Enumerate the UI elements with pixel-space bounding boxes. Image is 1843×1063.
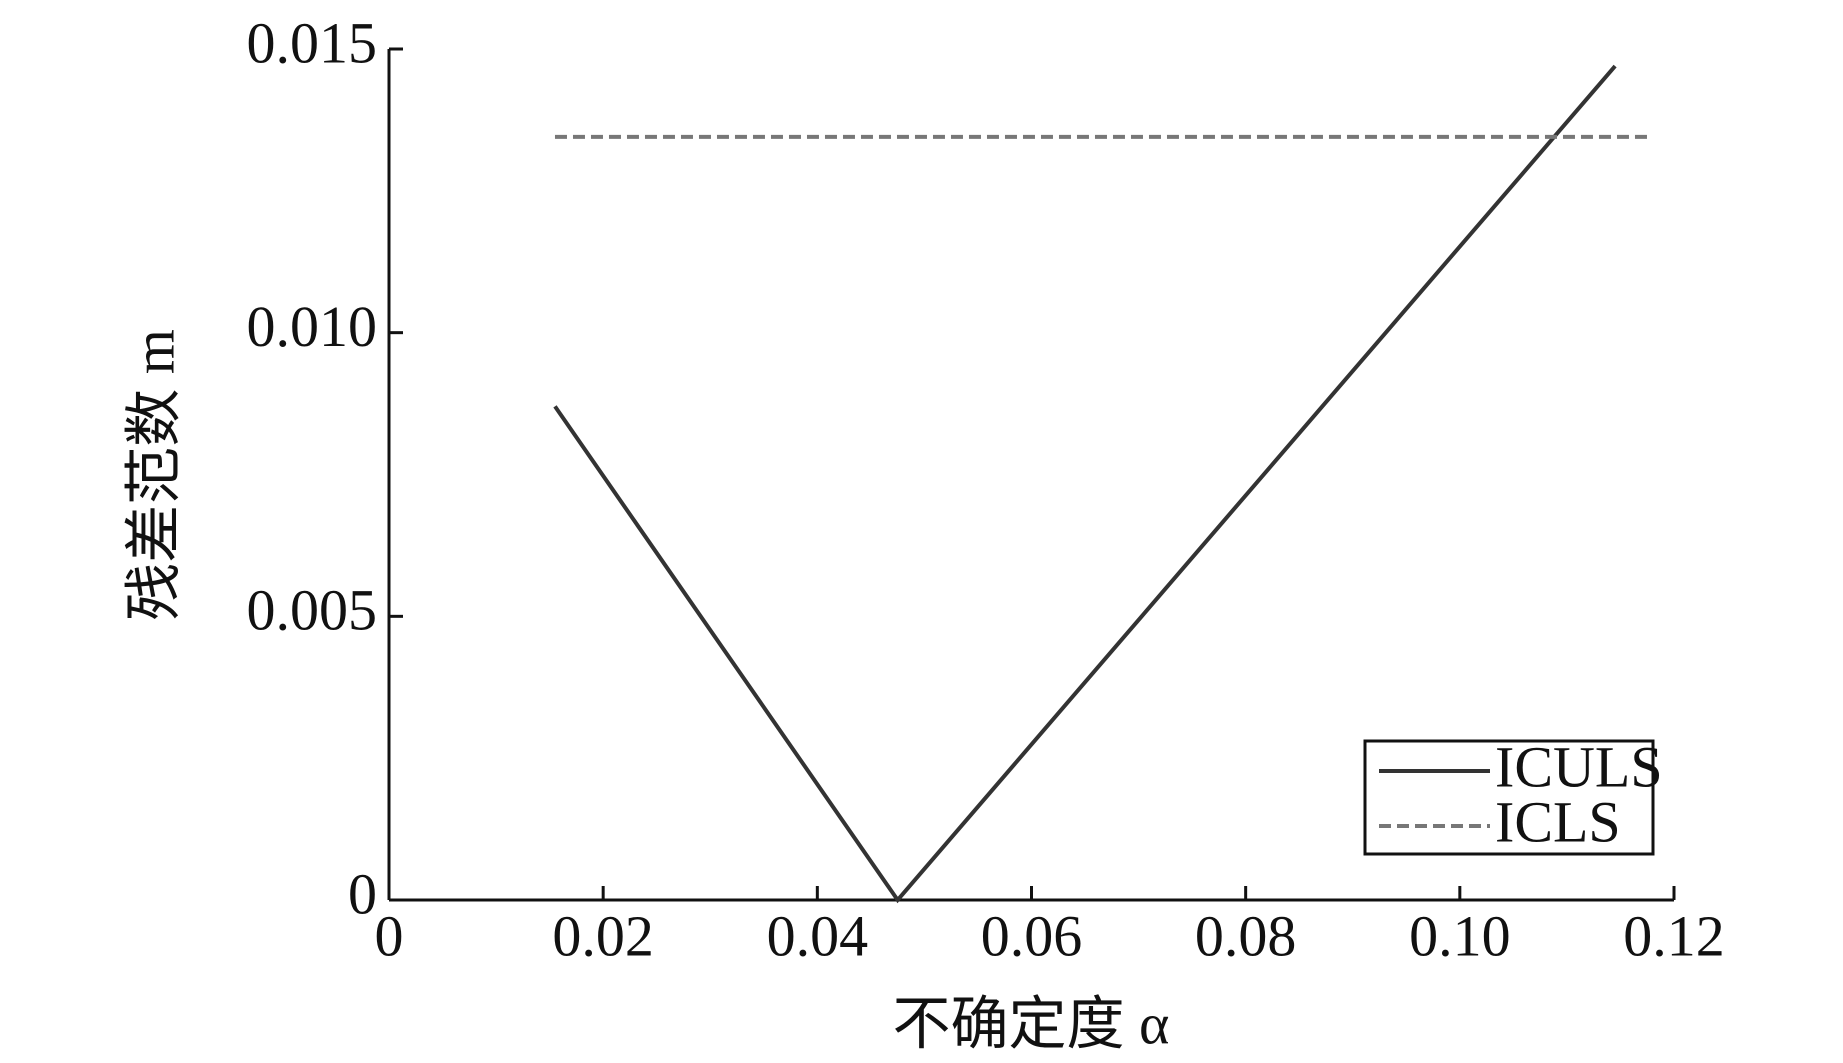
x-tick-label: 0.02 bbox=[552, 903, 654, 968]
y-tick-label: 0.015 bbox=[247, 10, 378, 75]
x-tick-label: 0.10 bbox=[1409, 903, 1511, 968]
legend-label: ICLS bbox=[1495, 789, 1621, 854]
y-tick-label: 0.005 bbox=[247, 578, 378, 643]
legend-label: ICULS bbox=[1495, 734, 1663, 799]
x-tick-label: 0.12 bbox=[1623, 903, 1725, 968]
x-tick-label: 0.06 bbox=[981, 903, 1083, 968]
x-tick-label: 0.08 bbox=[1195, 903, 1297, 968]
y-axis-label: 残差范数 m bbox=[121, 329, 186, 621]
y-tick-label: 0.010 bbox=[247, 294, 378, 359]
x-axis-label: 不确定度 α bbox=[893, 991, 1170, 1056]
series-line bbox=[553, 64, 1617, 904]
x-tick-label: 0 bbox=[375, 903, 404, 968]
x-tick-label: 0.04 bbox=[767, 903, 869, 968]
y-tick-label: 0 bbox=[348, 861, 377, 926]
legend-box bbox=[1363, 739, 1655, 856]
